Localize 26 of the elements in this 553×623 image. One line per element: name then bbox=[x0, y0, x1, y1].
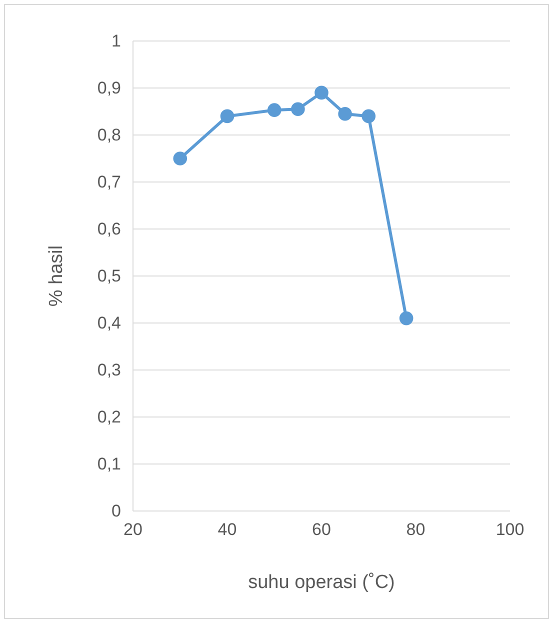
y-tick-label: 0,8 bbox=[97, 125, 121, 144]
y-tick-label: 0,5 bbox=[97, 266, 121, 286]
x-tick-label: 60 bbox=[312, 520, 331, 540]
y-tick-label: 0,4 bbox=[97, 313, 121, 332]
y-tick-label: 0,1 bbox=[97, 454, 121, 474]
y-tick-label: 0,2 bbox=[97, 407, 121, 426]
x-tick-label: 80 bbox=[406, 520, 426, 540]
y-tick-label: 0 bbox=[112, 501, 121, 520]
y-tick-label: 0,6 bbox=[97, 219, 121, 238]
point bbox=[173, 152, 188, 166]
x-tick-label: 100 bbox=[496, 520, 524, 540]
y-tick-label: 0,9 bbox=[97, 78, 121, 98]
point bbox=[362, 109, 376, 124]
x-axis-title: suhu operasi (˚C) bbox=[248, 572, 395, 593]
point bbox=[220, 109, 234, 124]
point bbox=[291, 102, 305, 116]
y-tick-label: 0,7 bbox=[97, 172, 121, 192]
y-tick-label: 1 bbox=[112, 31, 121, 50]
x-tick-label: 20 bbox=[124, 520, 142, 540]
point bbox=[314, 86, 328, 100]
point bbox=[399, 311, 414, 326]
y-tick-label: 0,3 bbox=[97, 360, 121, 380]
point bbox=[338, 106, 352, 121]
x-tick-label: 40 bbox=[218, 520, 237, 540]
y-axis-title: % hasil bbox=[46, 245, 67, 307]
point bbox=[267, 103, 282, 117]
